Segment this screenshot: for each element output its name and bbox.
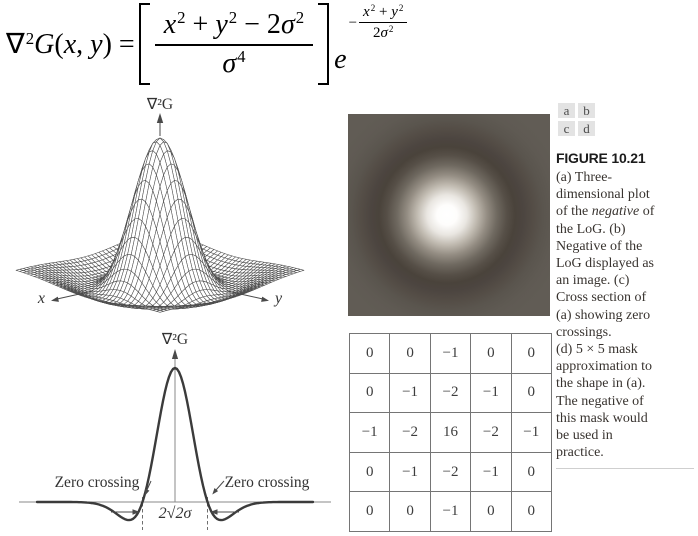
fraction-denominator: σ4	[222, 47, 246, 79]
mask-cell: −1	[470, 372, 512, 414]
mask-cell: 0	[510, 372, 553, 414]
mask-cell: 0	[348, 491, 391, 532]
mask-cell: 0	[348, 333, 391, 374]
mask-cell: −1	[429, 333, 472, 374]
exponent-numerator: x2 + y2	[359, 3, 408, 23]
mask-row: 0 −1 −2 −1 0	[348, 372, 553, 414]
key-letter-b: b	[578, 103, 595, 118]
figure-caption: a b c d FIGURE 10.21 (a) Three-dimension…	[556, 100, 698, 470]
mask-cell: −1	[348, 412, 391, 453]
mask-body: 0 0 −1 0 0 0 −1 −2 −1 0 −1 −2 16 −2 −1 0 −1 −2 −1 0 0 0 −1 0 0	[348, 333, 553, 532]
mask-row: 0 0 −1 0 0	[348, 333, 553, 374]
mask-cell: 16	[429, 412, 472, 453]
mask-cell: −1	[470, 451, 512, 493]
mask-cell: −1	[429, 491, 472, 532]
y-axis-arrowhead	[261, 296, 269, 302]
mask-cell: −2	[470, 412, 512, 453]
mask-cell: 0	[470, 333, 512, 374]
caption-text: (a) Three-dimensional plot of the negativ…	[556, 170, 655, 461]
zero-crossing-arrow-right	[215, 480, 225, 491]
zero-crossing-arrow-left	[146, 480, 152, 492]
zero-crossing-label-left: Zero crossing	[55, 474, 140, 491]
x-axis-label: x	[37, 290, 45, 307]
left-bracket	[138, 3, 150, 85]
mask-cell: 0	[348, 451, 391, 493]
panel-layout-key: a b c d	[558, 103, 698, 136]
key-letter-d: d	[578, 121, 595, 136]
mask-cell: 0	[510, 451, 553, 493]
fraction-numerator: x2 + y2 − 2σ2	[154, 8, 314, 46]
mask-row: 0 −1 −2 −1 0	[348, 451, 553, 493]
mask-cell: −1	[389, 372, 431, 414]
log-3d-mesh-plot: ∇²G x y	[15, 96, 305, 313]
zero-crossing-arrowhead-right	[212, 488, 219, 495]
figure-title: FIGURE 10.21	[556, 150, 646, 166]
log-cross-section-plot: ∇²G Zero crossing Zero crossing 2√2σ	[19, 331, 331, 530]
key-letter-a: a	[558, 103, 575, 118]
mask-cell: −2	[429, 451, 472, 493]
width-arrowhead-right	[210, 509, 218, 515]
cross-section-axis-label: ∇²G	[161, 331, 188, 348]
x-axis-arrow	[56, 290, 94, 300]
zero-crossing-label-right: Zero crossing	[225, 474, 310, 491]
log-negative-image	[348, 114, 550, 316]
vertical-axis-arrowhead	[171, 349, 179, 359]
mask-row: 0 0 −1 0 0	[348, 491, 553, 532]
mask-cell: 0	[389, 491, 431, 532]
exponent: − x2 + y2 2σ2	[348, 3, 410, 42]
width-arrowhead-left	[132, 509, 140, 515]
mask-cell: 0	[510, 333, 553, 374]
mask-cell: 0	[510, 491, 553, 532]
log-mask-table: 0 0 −1 0 0 0 −1 −2 −1 0 −1 −2 16 −2 −1 0 −1 −2 −1 0 0 0 −1 0 0	[348, 333, 553, 532]
exponent-fraction: x2 + y2 2σ2	[359, 3, 408, 42]
width-label: 2√2σ	[159, 505, 193, 522]
exponent-denominator: 2σ2	[373, 24, 394, 41]
mask-cell: 0	[389, 333, 431, 374]
mask-cell: −1	[389, 451, 431, 493]
y-axis-arrow	[226, 290, 264, 300]
exponential-base: e	[334, 44, 347, 75]
key-letter-c: c	[558, 121, 575, 136]
z-axis-label: ∇²G	[146, 96, 173, 113]
exponent-sign: −	[348, 14, 358, 31]
z-axis-arrowhead	[156, 113, 164, 123]
equation-lhs: ∇2G(x, y) =	[6, 28, 135, 60]
mask-cell: −1	[510, 412, 553, 453]
zero-crossing-arrowhead-left	[144, 488, 150, 496]
equation-fraction: x2 + y2 − 2σ2 σ4	[154, 8, 314, 80]
log-curve	[35, 366, 315, 522]
caption-divider	[556, 468, 694, 470]
mask-cell: 0	[470, 491, 512, 532]
x-axis-arrowhead	[51, 296, 59, 302]
y-axis-label: y	[273, 290, 283, 307]
mask-cell: −2	[389, 412, 431, 453]
mesh-surface	[15, 137, 305, 313]
mask-row: −1 −2 16 −2 −1	[348, 412, 553, 453]
mask-cell: −2	[429, 372, 472, 414]
mask-cell: 0	[348, 372, 391, 414]
right-bracket	[318, 3, 330, 85]
log-equation: ∇2G(x, y) = x2 + y2 − 2σ2 σ4 e − x2 + y2…	[6, 2, 409, 86]
